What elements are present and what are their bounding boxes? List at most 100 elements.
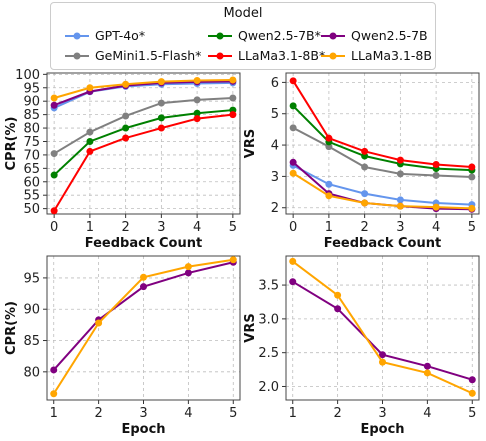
data-point <box>229 94 237 102</box>
series-line <box>292 164 472 206</box>
x-tick-label: 4 <box>423 406 431 421</box>
legend-marker-icon <box>208 52 232 60</box>
series-line <box>53 109 233 176</box>
data-point <box>468 376 476 384</box>
y-tick-label: 80 <box>23 365 40 380</box>
y-tick-label: 90 <box>23 303 40 318</box>
data-point <box>229 76 237 84</box>
series-line <box>53 96 233 155</box>
data-point <box>184 269 192 277</box>
x-tick-label: 3 <box>396 220 404 235</box>
x-tick-label: 3 <box>378 406 386 421</box>
x-tick-label: 1 <box>50 406 58 421</box>
data-point <box>361 190 369 198</box>
data-point <box>140 273 147 281</box>
data-point <box>334 305 342 313</box>
data-point <box>122 80 130 88</box>
data-point <box>468 204 476 212</box>
y-tick-label: 80 <box>23 122 40 137</box>
y-tick-label: 55 <box>23 189 40 204</box>
legend-marker-icon <box>208 32 232 40</box>
data-point <box>468 389 476 397</box>
chart-panel-cpr-epoch: 80 85 90 95 1 2 3 4 5 Epoch CPR(%) <box>4 255 241 437</box>
legend-marker-icon <box>65 32 89 40</box>
x-tick-label: 5 <box>229 220 237 235</box>
x-tick-label: 1 <box>325 220 333 235</box>
legend-label: LLaMa3.1-8B <box>351 48 432 63</box>
data-point <box>184 263 192 271</box>
y-tick-label: 70 <box>23 148 40 163</box>
legend-marker-icon <box>321 32 345 40</box>
data-point <box>193 115 201 123</box>
data-point <box>334 291 342 299</box>
series-line <box>53 80 233 107</box>
legend-label: GPT-4o* <box>95 28 146 43</box>
y-axis-label: CPR(%) <box>4 301 19 355</box>
y-tick-label: 95 <box>23 81 40 96</box>
x-tick-label: 4 <box>193 220 201 235</box>
x-axis-label: Feedback Count <box>85 236 202 251</box>
data-point <box>193 109 201 117</box>
data-point <box>325 192 333 200</box>
data-point <box>361 147 369 155</box>
x-tick-label: 1 <box>289 406 297 421</box>
legend-label: LLaMa3.1-8B* <box>238 48 326 63</box>
y-tick-label: 60 <box>23 175 40 190</box>
data-point <box>86 147 94 155</box>
y-tick-label: 2 <box>271 201 279 216</box>
data-point <box>325 134 333 142</box>
data-point <box>86 137 94 145</box>
y-axis-label: VRS <box>243 129 258 158</box>
data-point <box>86 84 94 92</box>
data-point <box>289 169 297 177</box>
data-point <box>157 124 165 132</box>
data-point <box>289 102 297 110</box>
data-point <box>468 163 476 171</box>
plot-frame <box>285 255 480 401</box>
x-tick-label: 3 <box>139 406 147 421</box>
x-tick-label: 5 <box>468 406 476 421</box>
data-point <box>289 257 297 265</box>
data-point <box>396 196 404 204</box>
y-tick-label: 5 <box>271 107 279 122</box>
legend-marker-icon <box>65 52 89 60</box>
data-point <box>50 101 58 109</box>
chart-panel-vrs-epoch: 2.0 2.5 3.0 3.5 1 2 3 4 5 Epoch VRS <box>243 255 480 437</box>
data-point <box>379 358 386 366</box>
data-point <box>432 160 440 168</box>
series-line <box>53 113 233 212</box>
data-point <box>379 351 386 359</box>
plot-frame <box>46 72 241 215</box>
y-tick-label: 65 <box>23 162 40 177</box>
x-tick-label: 3 <box>157 220 165 235</box>
data-point <box>140 283 147 291</box>
y-tick-label: 90 <box>23 95 40 110</box>
data-point <box>289 124 297 132</box>
y-tick-label: 95 <box>23 271 40 286</box>
data-point <box>122 134 130 142</box>
x-tick-label: 2 <box>121 220 129 235</box>
y-tick-label: 85 <box>23 334 40 349</box>
y-tick-label: 75 <box>23 135 40 150</box>
legend-title: Model <box>223 6 263 21</box>
series-line <box>292 126 472 179</box>
data-point <box>193 77 201 85</box>
y-tick-label: 2.5 <box>258 346 279 361</box>
data-point <box>289 278 297 286</box>
data-point <box>396 202 404 210</box>
y-tick-label: 6 <box>271 76 279 91</box>
legend-label: GeMini1.5-Flash* <box>95 48 202 63</box>
data-point <box>289 77 297 85</box>
x-axis-label: Epoch <box>121 422 165 437</box>
legend-marker-icon <box>321 52 345 60</box>
data-point <box>50 390 58 398</box>
x-tick-label: 4 <box>184 406 192 421</box>
legend-label: Qwen2.5-7B <box>351 28 428 43</box>
x-tick-label: 5 <box>468 220 476 235</box>
y-tick-label: 50 <box>23 202 40 217</box>
y-axis-label: CPR(%) <box>4 117 19 171</box>
x-tick-label: 0 <box>50 220 58 235</box>
data-point <box>157 114 165 122</box>
